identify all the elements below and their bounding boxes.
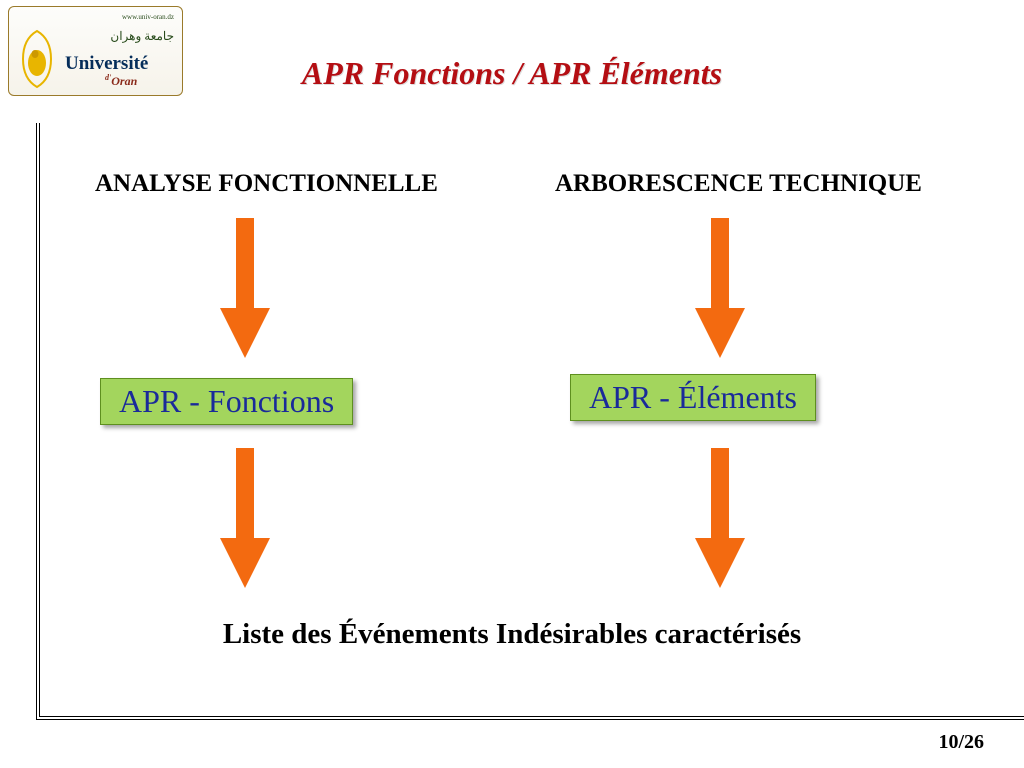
- arrow-down-icon: [215, 448, 275, 588]
- arrow-down-icon: [215, 218, 275, 358]
- header-analyse-fonctionnelle: ANALYSE FONCTIONNELLE: [95, 170, 438, 198]
- arrow-down-icon: [690, 218, 750, 358]
- bottom-result-text: Liste des Événements Indésirables caract…: [0, 618, 1024, 651]
- logo-arabic: جامعة وهران: [110, 29, 174, 44]
- slide-title: APR Fonctions / APR Éléments: [0, 55, 1024, 92]
- box-apr-fonctions: APR - Fonctions: [100, 378, 353, 425]
- box-apr-elements: APR - Éléments: [570, 374, 816, 421]
- arrow-down-icon: [690, 448, 750, 588]
- header-arborescence-technique: ARBORESCENCE TECHNIQUE: [555, 170, 922, 198]
- page-number: 10/26: [938, 731, 984, 754]
- logo-url: www.univ-oran.dz: [122, 13, 174, 21]
